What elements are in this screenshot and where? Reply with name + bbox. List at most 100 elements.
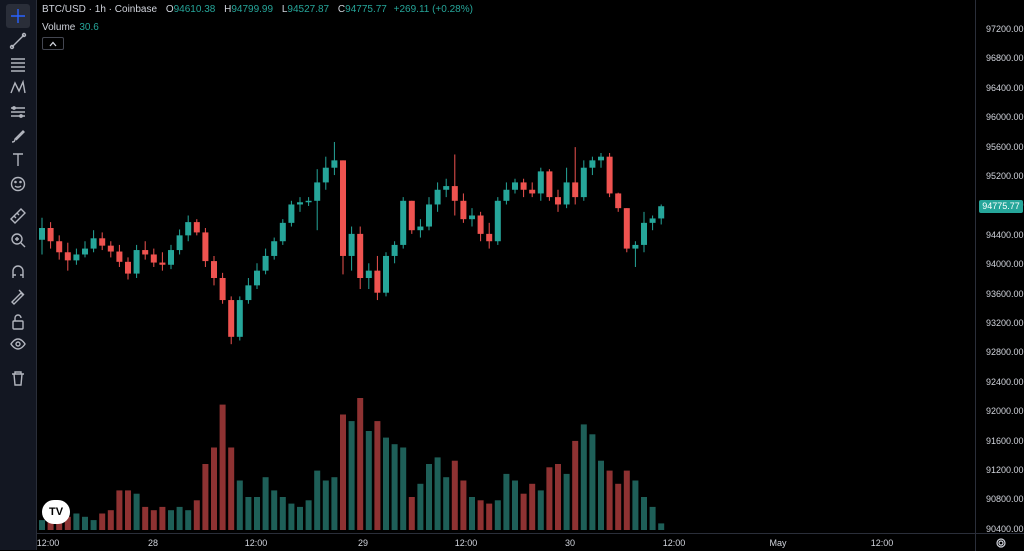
magnet-icon[interactable] [6,260,30,284]
price-label: 94000.00 [986,259,1024,270]
volume-bar [417,483,424,530]
volume-value: 30.6 [79,22,99,33]
brush-icon[interactable] [6,124,30,148]
emoji-icon[interactable] [6,172,30,196]
candle [331,141,338,176]
ruler-icon[interactable] [6,204,30,228]
volume-bar [546,467,553,530]
candle [641,211,647,253]
price-label: 93600.00 [986,288,1024,299]
crosshair-icon[interactable] [6,4,30,28]
volume-bar [572,440,579,530]
trash-icon[interactable] [6,366,30,390]
candle [632,241,639,267]
candle [107,241,114,258]
candle [589,156,596,176]
candle [228,296,235,345]
time-label: 28 [147,538,159,548]
price-label: 94400.00 [986,229,1024,240]
candle [408,200,415,234]
candle [451,154,458,216]
volume-bar [150,510,157,530]
candle [159,252,166,271]
candle [219,272,226,304]
volume-bar [340,414,346,530]
price-label: 95200.00 [986,171,1024,181]
volume-label[interactable]: Volume [42,22,76,33]
volume-legend: Volume 30.6 [42,22,99,33]
lock-icon[interactable] [6,310,30,334]
low-label: L [281,4,288,15]
price-label: 92800.00 [986,347,1024,358]
settings-corner[interactable] [975,533,1024,551]
volume-bar [589,434,596,530]
price-label: 92400.00 [986,376,1024,387]
volume-bar [176,506,183,530]
price-label: 93200.00 [986,318,1024,328]
collapse-legend-button[interactable] [42,37,64,50]
pattern-icon[interactable] [6,76,30,100]
candle [529,182,536,198]
candle [82,241,88,258]
volume-bar [374,421,381,530]
fib-retracement-icon[interactable] [6,52,30,76]
price-scale[interactable]: 97200.00 96800.00 96400.00 96000.00 95600.00… [975,0,1024,534]
candle [383,252,389,297]
price-label: 90800.00 [986,494,1024,505]
candle [193,219,200,236]
volume-bar [185,510,192,530]
lock-drawing-icon[interactable] [6,284,30,308]
drawing-toolbar [0,0,37,550]
candle [615,192,622,212]
candle [185,215,192,242]
forecast-icon[interactable] [6,100,30,124]
volume-bar [348,421,355,530]
candle [202,228,209,267]
time-label: 12:00 [244,538,268,548]
tradingview-logo[interactable]: TV [42,500,70,524]
candle [391,241,398,264]
price-label: 91200.00 [986,465,1024,475]
volume-bar [537,490,544,530]
volume-bar [288,503,295,530]
candle [73,248,80,265]
volume-bar [451,460,458,530]
volume-bar [512,480,518,530]
candle [563,167,570,209]
volume-bar [555,464,561,530]
symbol-title[interactable]: BTC/USD · 1h · Coinbase [42,4,158,15]
volume-bar [271,490,278,530]
volume-bar [383,437,389,530]
candle [486,222,493,249]
time-scale[interactable]: 12:00 28 12:00 29 12:00 30 12:00 May 12:00 [36,533,975,551]
volume-bar [408,497,415,530]
candle [443,178,450,198]
volume-bar [90,520,97,530]
volume-bar [580,424,587,530]
candle [400,197,407,249]
volume-bar [357,398,364,530]
eye-icon[interactable] [6,332,30,356]
volume-bar [598,460,604,530]
volume-bar [632,480,639,530]
zoom-icon[interactable] [6,228,30,252]
candle [125,257,131,280]
volume-bar [211,447,217,530]
high-label: H [224,4,232,15]
price-label: 97200.00 [986,24,1024,34]
text-icon[interactable] [6,148,30,172]
volume-bar [641,497,647,530]
candle [39,217,45,255]
volume-bar [486,503,493,530]
candle [520,178,527,198]
candle [365,263,372,290]
candle [340,160,346,275]
candle [555,189,561,212]
candle [512,178,518,194]
volume-bar [236,480,243,530]
candle [142,241,149,260]
change-value: +269.11 (+0.28%) [393,4,473,15]
trend-line-icon[interactable] [6,29,30,53]
candle [133,244,140,278]
price-chart[interactable] [36,0,975,533]
